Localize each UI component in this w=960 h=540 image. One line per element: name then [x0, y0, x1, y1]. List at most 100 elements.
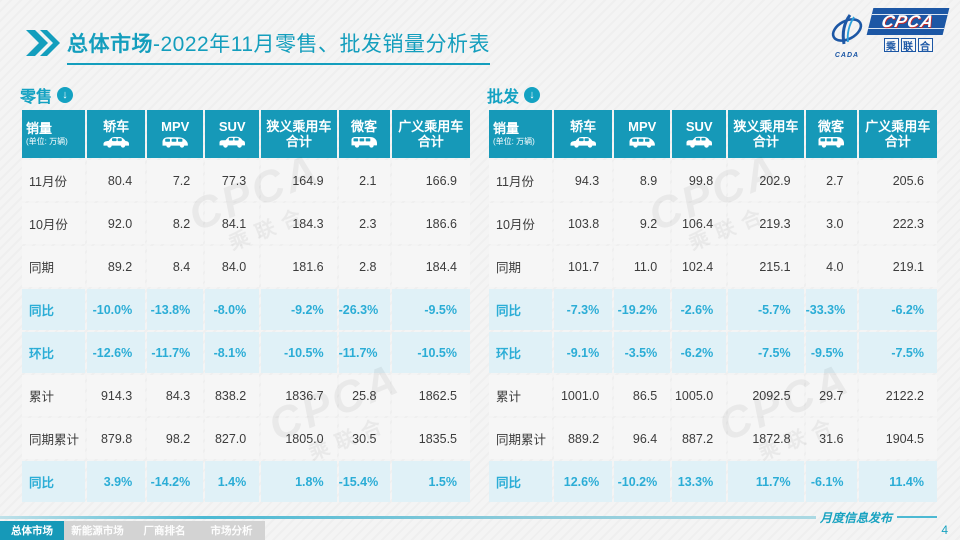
value-cell: 11.7%: [728, 461, 804, 502]
value-cell: -3.5%: [614, 332, 671, 373]
sedan-icon: [554, 136, 612, 149]
footer-divider-line: [0, 516, 816, 519]
row-label: 10月份: [22, 203, 86, 244]
table-row: 10月份 92.0 8.2 84.1 184.3 2.3 186.6: [22, 203, 470, 244]
value-cell: 8.4: [147, 246, 204, 287]
value-cell: -14.2%: [147, 461, 204, 502]
value-cell: 1.4%: [205, 461, 260, 502]
tab-overall-market[interactable]: 总体市场: [0, 521, 64, 540]
column-header-label: 广义乘用车: [398, 119, 464, 134]
retail-panel: 零售 ↓ 销量 (单位: 万辆) 轿车 MPV SUV 狭义乘用车 合计 微客 广义乘用车 合计 …: [20, 84, 472, 504]
row-label: 同比: [22, 461, 86, 502]
value-cell: 914.3: [87, 375, 146, 416]
suv-icon: [205, 136, 259, 149]
value-cell: 9.2: [614, 203, 671, 244]
value-cell: 1836.7: [261, 375, 337, 416]
value-cell: -7.5%: [858, 332, 937, 373]
value-cell: 25.8: [338, 375, 390, 416]
column-header-label: 轿车: [103, 119, 130, 134]
value-cell: 827.0: [205, 418, 260, 459]
table-row: 同期累计 889.2 96.4 887.2 1872.8 31.6 1904.5: [489, 418, 937, 459]
mpv-icon: [614, 136, 670, 149]
column-header-label: SUV: [685, 119, 713, 134]
sedan-icon: [87, 136, 145, 149]
circle-down-arrow-icon: ↓: [524, 87, 541, 103]
value-cell: 164.9: [261, 160, 337, 201]
column-header: 轿车: [554, 110, 613, 158]
column-header-label: MPV: [628, 119, 657, 134]
value-cell: -9.1%: [554, 332, 613, 373]
value-cell: -9.5%: [805, 332, 857, 373]
value-cell: 4.0: [805, 246, 857, 287]
column-header: 微客: [805, 110, 857, 158]
column-header-label: 微客: [351, 119, 378, 134]
van-icon: [339, 136, 390, 149]
value-cell: 186.6: [391, 203, 470, 244]
column-header: 狭义乘用车 合计: [728, 110, 804, 158]
column-header-label: 狭义乘用车: [733, 119, 799, 134]
row-label: 同期: [22, 246, 86, 287]
table-row: 同比 3.9% -14.2% 1.4% 1.8% -15.4% 1.5%: [22, 461, 470, 502]
value-cell: 11.0: [614, 246, 671, 287]
value-cell: -7.5%: [728, 332, 804, 373]
value-cell: 92.0: [87, 203, 146, 244]
wholesale-panel-title: 批发 ↓: [487, 84, 939, 106]
row-label: 累计: [489, 375, 553, 416]
value-cell: 1.5%: [391, 461, 470, 502]
table-row: 环比 -12.6% -11.7% -8.1% -10.5% -11.7% -10.5%: [22, 332, 470, 373]
column-header-label: 广义乘用车: [865, 119, 931, 134]
column-header: 狭义乘用车 合计: [261, 110, 337, 158]
value-cell: 1.8%: [261, 461, 337, 502]
value-cell: 1005.0: [672, 375, 727, 416]
value-cell: -10.0%: [87, 289, 146, 330]
column-header-label: 狭义乘用车: [266, 119, 332, 134]
value-cell: 102.4: [672, 246, 727, 287]
column-header-label: MPV: [161, 119, 190, 134]
tab-oem-ranking[interactable]: 厂商排名: [131, 521, 198, 540]
value-cell: -2.6%: [672, 289, 727, 330]
value-cell: 96.4: [614, 418, 671, 459]
tab-label: 市场分析: [210, 525, 253, 537]
value-cell: 1001.0: [554, 375, 613, 416]
footer-note: 月度信息发布: [820, 509, 950, 525]
value-cell: -9.2%: [261, 289, 337, 330]
table-row: 10月份 103.8 9.2 106.4 219.3 3.0 222.3: [489, 203, 937, 244]
tab-market-analysis[interactable]: 市场分析: [198, 521, 265, 540]
tab-nev-market[interactable]: 新能源市场: [64, 521, 131, 540]
mpv-icon: [147, 136, 203, 149]
retail-panel-title: 零售 ↓: [20, 84, 472, 106]
cpca-label: CPCA: [879, 11, 937, 31]
value-cell: 106.4: [672, 203, 727, 244]
value-cell: -11.7%: [338, 332, 390, 373]
value-cell: -6.2%: [858, 289, 937, 330]
value-cell: -33.3%: [805, 289, 857, 330]
value-cell: 94.3: [554, 160, 613, 201]
column-header-label: 微客: [818, 119, 845, 134]
van-icon: [806, 136, 857, 149]
double-chevron-icon: [26, 30, 60, 61]
value-cell: -6.1%: [805, 461, 857, 502]
value-cell: -9.5%: [391, 289, 470, 330]
value-cell: 103.8: [554, 203, 613, 244]
logo-char: 联: [900, 38, 916, 53]
title-row: 总体市场-2022年11月零售、批发销量分析表: [26, 28, 491, 65]
value-cell: 11.4%: [858, 461, 937, 502]
column-header: 广义乘用车 合计: [391, 110, 470, 158]
value-cell: 2.8: [338, 246, 390, 287]
value-cell: 2.1: [338, 160, 390, 201]
logo-chars: 乘 联 合: [883, 38, 933, 53]
table-row: 同期累计 879.8 98.2 827.0 1805.0 30.5 1835.5: [22, 418, 470, 459]
column-header-label: SUV: [218, 119, 246, 134]
value-cell: 8.2: [147, 203, 204, 244]
row-label: 累计: [22, 375, 86, 416]
value-cell: 2.7: [805, 160, 857, 201]
value-cell: 2122.2: [858, 375, 937, 416]
retail-title-label: 零售: [20, 89, 53, 106]
logo-char: 乘: [883, 38, 899, 53]
footer-nav-tabs: 总体市场 新能源市场 厂商排名 市场分析: [0, 521, 265, 540]
row-label: 同期累计: [489, 418, 553, 459]
value-cell: 879.8: [87, 418, 146, 459]
value-cell: 181.6: [261, 246, 337, 287]
table-row: 同期 101.7 11.0 102.4 215.1 4.0 219.1: [489, 246, 937, 287]
column-header: 微客: [338, 110, 390, 158]
